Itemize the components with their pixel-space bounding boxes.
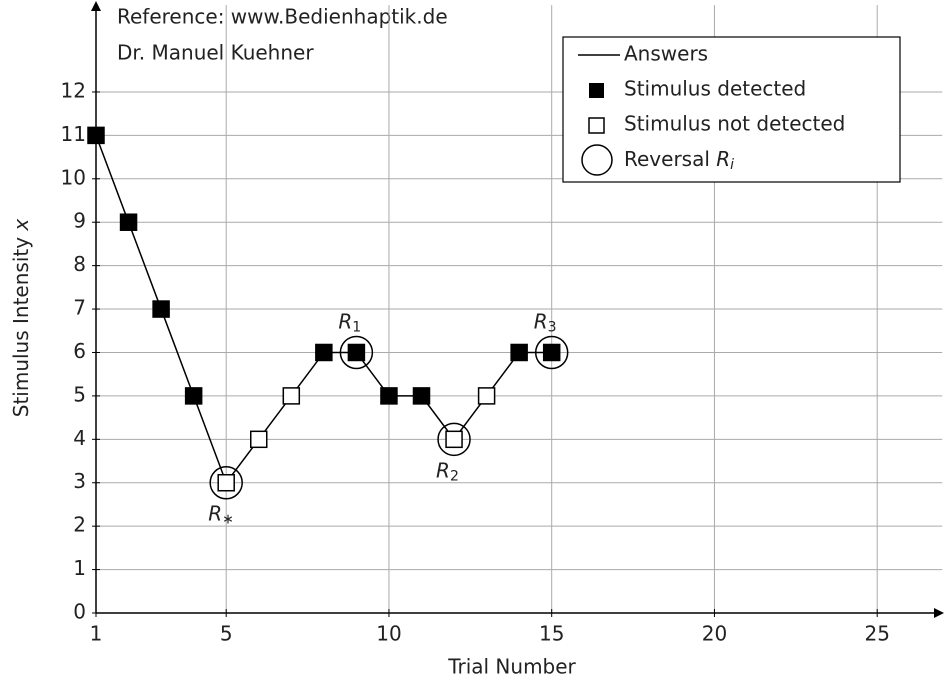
y-tick-label: 4 <box>73 426 86 450</box>
y-tick-label: 1 <box>73 556 86 580</box>
reversal-label-sub: 1 <box>352 319 361 335</box>
not-detected-marker <box>445 430 463 449</box>
x-axis-label: Trial Number <box>447 655 576 679</box>
legend-reversal-text: Reversal <box>624 147 710 171</box>
x-tick-label: 25 <box>864 622 889 646</box>
x-tick-label: 1 <box>90 622 103 646</box>
detected-marker <box>380 387 398 405</box>
reversal-marker <box>339 335 374 370</box>
y-tick-label: 5 <box>73 382 86 406</box>
reversal-label-main: R <box>436 458 450 482</box>
note: Dr. Manuel Kuehner <box>117 41 314 65</box>
y-tick-label: 7 <box>73 296 86 320</box>
y-tick-label: 10 <box>61 165 86 189</box>
detected-marker <box>510 343 528 362</box>
legend-label: Stimulus not detected <box>624 112 845 136</box>
y-axis-label-text: Stimulus Intensity <box>9 237 33 417</box>
not-detected-marker <box>282 387 301 405</box>
y-tick-label: 0 <box>73 600 86 624</box>
reversal-label: R2 <box>436 458 459 485</box>
reversal-label-sub: ∗ <box>222 512 234 528</box>
x-axis-arrow <box>934 608 944 618</box>
legend-reversal-sub: i <box>730 157 734 173</box>
legend-detected-swatch <box>589 83 604 98</box>
y-tick-label: 2 <box>73 513 86 537</box>
not-detected-marker <box>477 387 496 405</box>
axes <box>91 1 944 618</box>
legend-reversal-var: R <box>716 147 730 171</box>
reversal-label: R1 <box>338 309 361 336</box>
detected-marker <box>542 343 561 362</box>
x-tick-label: 10 <box>376 622 401 646</box>
detected-marker <box>87 126 105 145</box>
legend-label: Stimulus detected <box>624 77 806 101</box>
legend-not-detected-swatch <box>588 117 605 134</box>
legend-label: Answers <box>624 42 708 66</box>
x-tick-label: 5 <box>220 622 233 646</box>
y-axis-label-var: x <box>9 219 33 232</box>
legend-label: Reversal Ri <box>624 147 734 174</box>
legend-reversal-swatch <box>581 144 613 176</box>
x-tick-label: 15 <box>539 622 564 646</box>
detected-marker <box>412 387 431 405</box>
detected-marker <box>184 387 203 405</box>
not-detected-marker <box>250 430 268 449</box>
x-tick-label: 20 <box>702 622 727 646</box>
reversal-marker <box>534 335 569 370</box>
reversal-marker <box>437 422 471 457</box>
reversal-label-sub: 3 <box>548 319 557 335</box>
y-tick-label: 6 <box>73 339 86 363</box>
y-tick-label: 12 <box>61 78 86 102</box>
reversal-marker <box>209 465 243 500</box>
detected-marker <box>315 343 333 362</box>
legend-box <box>562 36 901 183</box>
reversal-label: R∗ <box>208 501 234 528</box>
y-tick-label: 9 <box>73 209 86 233</box>
reversal-label-main: R <box>534 309 548 333</box>
y-tick-label: 8 <box>73 252 86 276</box>
detected-marker <box>347 343 366 362</box>
y-tick-label: 11 <box>61 122 86 146</box>
not-detected-marker <box>217 473 235 492</box>
detected-marker <box>152 300 170 318</box>
reversal-label: R3 <box>534 309 557 336</box>
reversal-label-main: R <box>208 501 222 525</box>
y-axis-label: Stimulus Intensity x <box>9 219 33 418</box>
detected-marker <box>119 213 138 231</box>
reversal-label-sub: 2 <box>450 468 459 484</box>
y-axis-arrow <box>91 1 101 11</box>
note: Reference: www.Bedienhaptik.de <box>117 5 448 29</box>
legend: Answers Stimulus detected Stimulus not d… <box>562 36 901 183</box>
reversal-label-main: R <box>338 309 352 333</box>
y-tick-label: 3 <box>73 469 86 493</box>
